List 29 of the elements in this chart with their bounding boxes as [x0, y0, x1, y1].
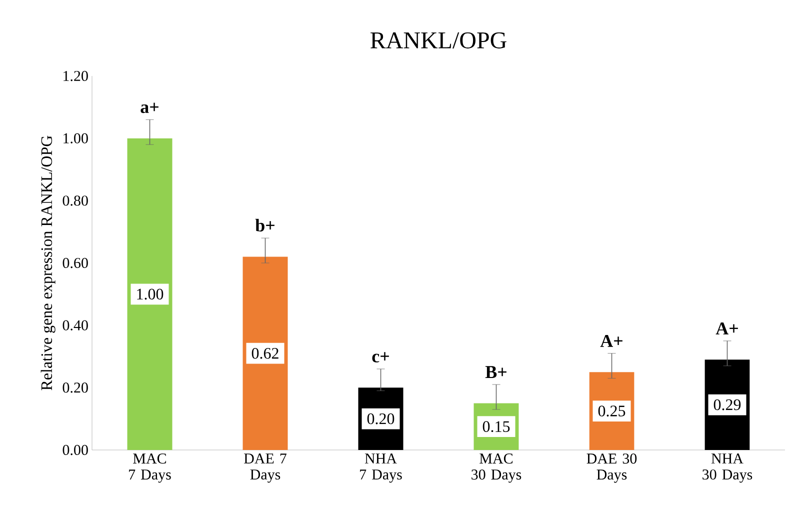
x-tick-label: NHA 30 Days — [702, 454, 752, 483]
bar — [242, 256, 288, 450]
data-label: 1.00 — [137, 288, 164, 300]
x-tick-label: DAE 7 Days — [244, 454, 286, 483]
y-tick-label: 1.20 — [64, 70, 88, 82]
annotation: b+ — [255, 218, 274, 232]
y-tick-label: 0.00 — [62, 444, 88, 456]
x-tick-label: NHA 7 Days — [360, 454, 402, 483]
chart-title: RANKL/OPG — [370, 32, 506, 48]
data-label: 0.29 — [714, 399, 741, 410]
data-label: 0.15 — [482, 421, 510, 432]
y-tick-label: 0.80 — [62, 196, 88, 206]
y-axis-title: Relative gene expression RANKL/OPG — [40, 136, 56, 390]
bar — [127, 138, 172, 450]
x-tick-label: MAC 7 Days — [129, 454, 171, 483]
annotation: A+ — [716, 322, 738, 334]
y-tick-label: 0.40 — [62, 320, 88, 330]
x-tick-label: DAE 30 Days — [586, 454, 637, 483]
annotation: a+ — [140, 102, 158, 114]
y-tick-label: 0.60 — [62, 258, 88, 268]
annotation: c+ — [372, 352, 389, 362]
annotation: A+ — [600, 334, 622, 347]
annotation: B+ — [485, 366, 506, 378]
data-label: 0.62 — [252, 348, 278, 359]
data-label: 0.20 — [367, 413, 394, 424]
x-tick-label: MAC 30 Days — [472, 454, 522, 483]
y-tick-label: 1.00 — [64, 133, 88, 144]
data-label: 0.25 — [598, 406, 626, 416]
y-tick-label: 0.20 — [62, 382, 88, 393]
